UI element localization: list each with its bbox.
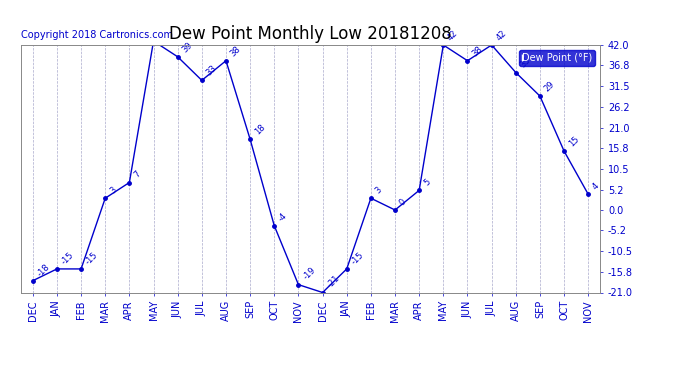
Text: 35: 35: [519, 56, 533, 70]
Text: 0: 0: [398, 197, 408, 207]
Text: -18: -18: [36, 262, 52, 278]
Text: 29: 29: [543, 80, 557, 93]
Text: 43: 43: [0, 374, 1, 375]
Text: 7: 7: [132, 170, 142, 180]
Text: 15: 15: [567, 135, 581, 148]
Text: 18: 18: [253, 123, 267, 136]
Text: 38: 38: [229, 44, 243, 58]
Text: 4: 4: [591, 182, 601, 192]
Text: 3: 3: [108, 185, 118, 195]
Text: 3: 3: [374, 185, 384, 195]
Text: 42: 42: [495, 28, 509, 42]
Text: 5: 5: [422, 177, 432, 188]
Text: -15: -15: [84, 250, 100, 266]
Text: -21: -21: [326, 274, 342, 290]
Text: -15: -15: [350, 250, 366, 266]
Text: 42: 42: [446, 28, 460, 42]
Legend: Dew Point (°F): Dew Point (°F): [520, 50, 595, 66]
Text: -15: -15: [60, 250, 76, 266]
Text: Copyright 2018 Cartronics.com: Copyright 2018 Cartronics.com: [21, 30, 172, 40]
Text: 33: 33: [205, 64, 219, 78]
Text: 38: 38: [471, 44, 484, 58]
Text: -19: -19: [302, 266, 317, 282]
Text: 39: 39: [181, 40, 195, 54]
Text: -4: -4: [277, 211, 289, 223]
Title: Dew Point Monthly Low 20181208: Dew Point Monthly Low 20181208: [169, 26, 452, 44]
